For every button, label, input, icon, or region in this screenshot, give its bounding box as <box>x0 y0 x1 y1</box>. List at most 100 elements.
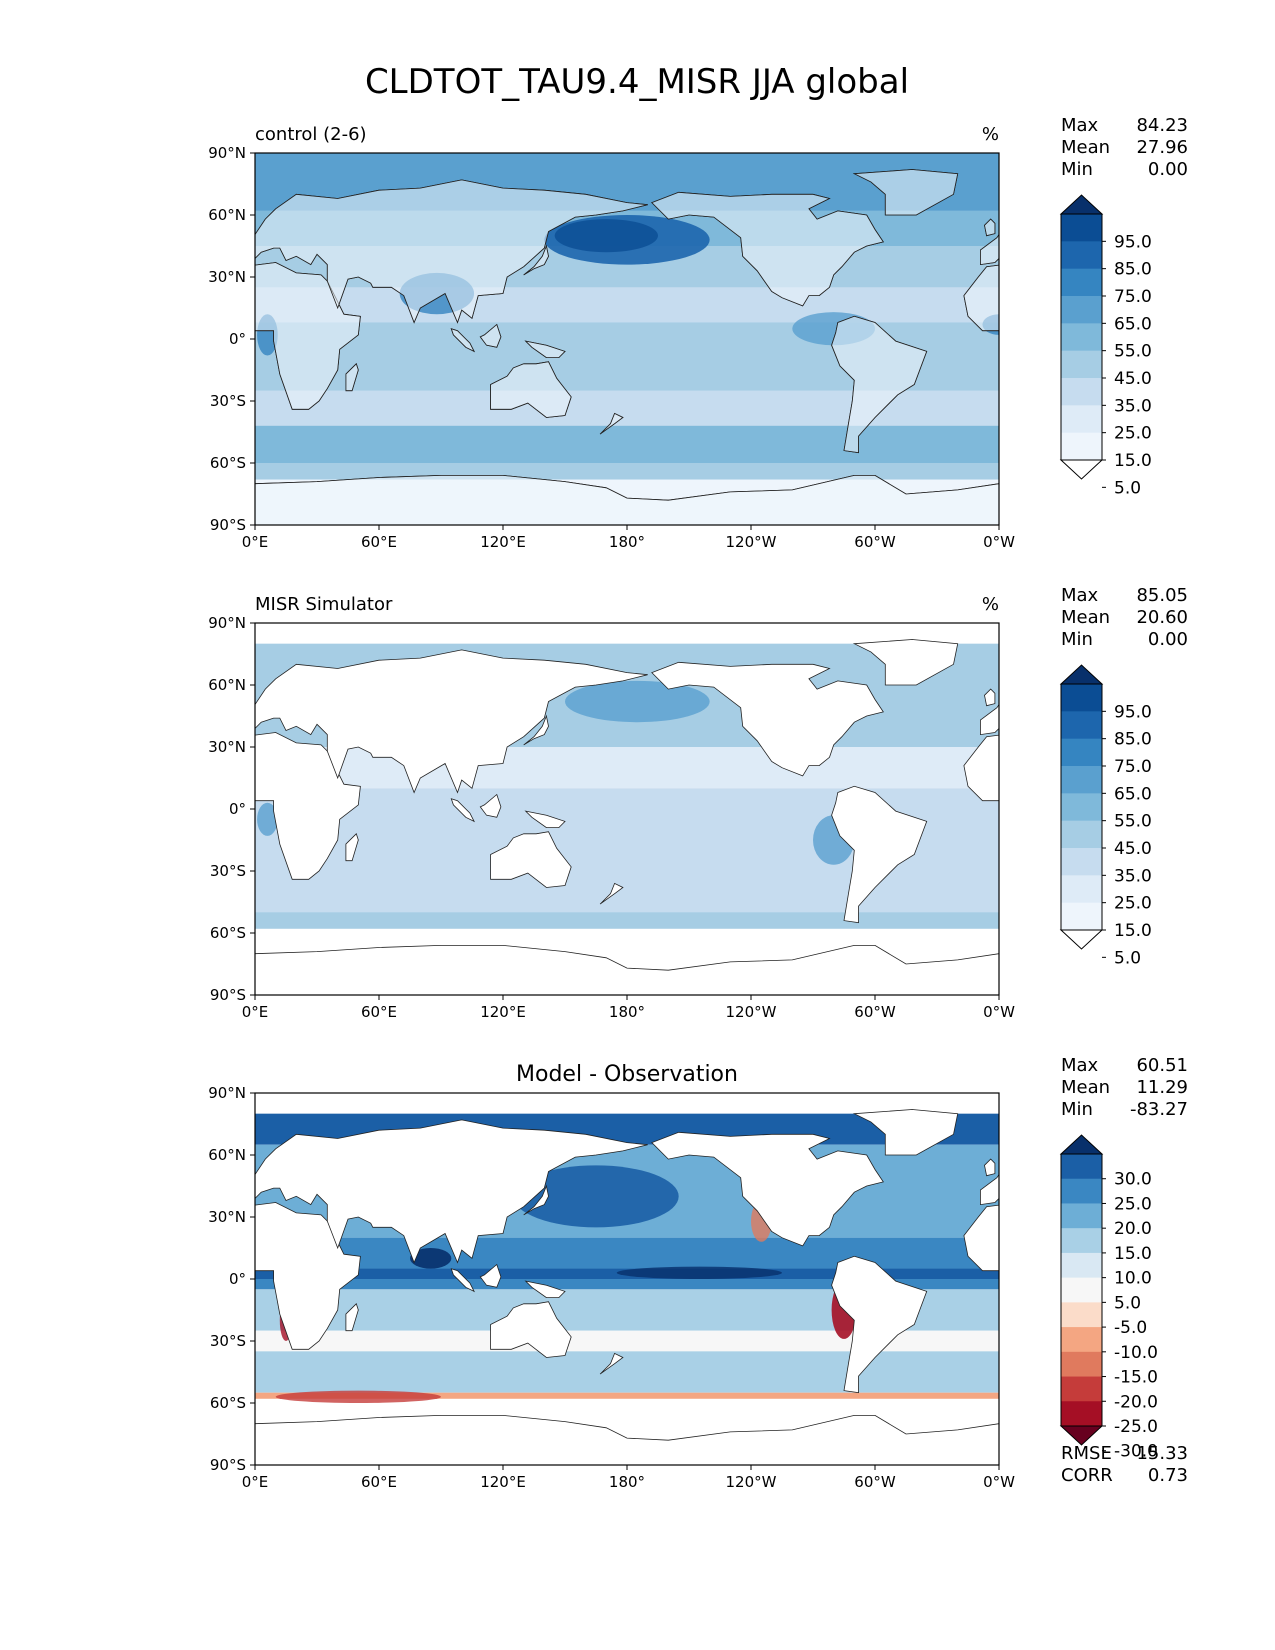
colorbar-extend-max <box>1059 664 1104 685</box>
stat-label: Min <box>1061 159 1093 180</box>
eurasia-coastline <box>255 649 648 794</box>
antarctica-coastline <box>255 475 999 525</box>
colorbar-label: -25.0 <box>1114 1417 1158 1437</box>
uk-coastline <box>984 218 996 237</box>
colorbar-segment <box>1061 1376 1102 1402</box>
australia-coastline <box>490 361 572 418</box>
panel-3: 0°E 60°E 120°E 180° 120°W 60°W 0°W 90°N 60°N 30°N… <box>208 1055 1188 1491</box>
madagascar-coastline <box>345 1303 359 1332</box>
colorbar-label: 85.0 <box>1114 730 1152 750</box>
stat-value: 0.73 <box>1148 1465 1188 1486</box>
eurasia-coastline <box>255 1119 648 1264</box>
panel-title: MISR Simulator <box>255 594 393 615</box>
field-feature <box>410 1248 452 1269</box>
field-band <box>255 747 999 789</box>
x-tick-label: 60°W <box>854 1473 896 1491</box>
colorbar-segment <box>1061 1401 1102 1427</box>
stat-value: 0.00 <box>1148 629 1188 650</box>
japan-coastline <box>523 714 549 746</box>
colorbar-segment <box>1061 378 1102 406</box>
borneo-coastline <box>479 323 502 348</box>
eurasia-coastline <box>255 179 648 324</box>
colorbar-label: 20.0 <box>1114 1219 1152 1239</box>
colorbar-label: 15.0 <box>1114 451 1152 471</box>
colorbar-label: 65.0 <box>1114 784 1152 804</box>
y-tick-label: 90°N <box>208 614 246 632</box>
stat-label: Mean <box>1061 137 1110 158</box>
japan-coastline <box>523 1184 549 1216</box>
stat-value: 27.96 <box>1136 137 1188 158</box>
field-band <box>255 1392 999 1399</box>
x-tick-label: 180° <box>609 1003 645 1021</box>
x-tick-label: 60°E <box>361 533 397 551</box>
stat-label: Max <box>1061 115 1099 136</box>
stat-label: Mean <box>1061 607 1110 628</box>
australia-coastline <box>490 1301 572 1358</box>
colorbar-segment <box>1061 214 1102 242</box>
map-field <box>255 623 999 995</box>
x-tick-label: 180° <box>609 1473 645 1491</box>
colorbar-frame <box>1060 683 1103 931</box>
stat-label: Mean <box>1061 1077 1110 1098</box>
y-tick-label: 90°S <box>210 516 246 534</box>
x-tick-label: 0°W <box>983 1473 1015 1491</box>
y-tick-label: 30°N <box>208 268 246 286</box>
greenland-coastline <box>852 169 959 216</box>
japan-coastline <box>523 244 549 276</box>
colorbar-segment <box>1061 902 1102 931</box>
x-tick-label: 60°W <box>854 1003 896 1021</box>
colorbar-segment <box>1061 1302 1102 1328</box>
field-band <box>255 463 999 480</box>
colorbar-label: 10.0 <box>1114 1269 1152 1289</box>
africa-coastline-wrap <box>963 264 999 332</box>
colorbar-segment <box>1061 684 1102 712</box>
madagascar-coastline <box>345 833 359 862</box>
y-tick-label: 90°S <box>210 1456 246 1474</box>
y-tick-label: 60°N <box>208 1146 246 1164</box>
stat-value: 11.29 <box>1136 1077 1188 1098</box>
colorbar-label: 15.0 <box>1114 1244 1152 1264</box>
colorbar-label: 65.0 <box>1114 314 1152 334</box>
madagascar-coastline <box>345 363 359 392</box>
y-tick-label: 0° <box>229 1270 246 1288</box>
stat-value: 60.51 <box>1136 1055 1188 1076</box>
colorbar-segment <box>1061 1327 1102 1353</box>
field-band <box>255 1330 999 1352</box>
x-tick-label: 0°W <box>983 533 1015 551</box>
colorbar-extend-max <box>1059 194 1104 215</box>
colorbar-segment <box>1061 405 1102 434</box>
colorbar-label: 55.0 <box>1114 342 1152 362</box>
namerica-coastline <box>651 1131 884 1247</box>
africa-coastline-wrap <box>963 734 999 802</box>
newguinea-coastline <box>524 1280 566 1298</box>
stat-value: 20.60 <box>1136 607 1188 628</box>
colorbar-segment <box>1061 1228 1102 1254</box>
units-label: % <box>982 594 999 615</box>
newguinea-coastline <box>524 810 566 828</box>
colorbar-frame <box>1060 1153 1103 1427</box>
colorbar: 30.0 25.0 20.0 15.0 10.0 5.0 -5.0 -10.0 -15.0 -20… <box>1059 1134 1158 1462</box>
y-tick-label: 0° <box>229 800 246 818</box>
colorbar-segment <box>1061 432 1102 461</box>
colorbar-label: 45.0 <box>1114 369 1152 389</box>
colorbar-label: 35.0 <box>1114 866 1152 886</box>
colorbar-segment <box>1061 1178 1102 1204</box>
eurasia-coastline-wrap <box>980 1173 999 1206</box>
samerica-coastline <box>831 1255 928 1394</box>
nz-coastline <box>599 1352 624 1375</box>
panel-1: 0°E 60°E 120°E 180° 120°W 60°W 0°W 90°N 60°N 30°N… <box>208 115 1188 551</box>
colorbar-segment <box>1061 323 1102 352</box>
field-feature <box>275 1390 441 1404</box>
colorbar: 95.0 85.0 75.0 65.0 55.0 45.0 35.0 25.0 15.0 5.0 <box>1059 664 1152 968</box>
colorbar: 95.0 85.0 75.0 65.0 55.0 45.0 35.0 25.0 15.0 5.0 <box>1059 194 1152 498</box>
x-tick-label: 120°E <box>480 533 526 551</box>
colorbar-label: -10.0 <box>1114 1343 1158 1363</box>
x-tick-label: 60°E <box>361 1473 397 1491</box>
colorbar-label: 5.0 <box>1114 948 1141 968</box>
colorbar-segment <box>1061 820 1102 849</box>
colorbar-label: 5.0 <box>1114 1293 1141 1313</box>
stat-value: 15.33 <box>1136 1443 1188 1464</box>
field-feature <box>257 802 278 836</box>
colorbar-extend-min <box>1059 929 1104 950</box>
field-band <box>255 1351 999 1393</box>
